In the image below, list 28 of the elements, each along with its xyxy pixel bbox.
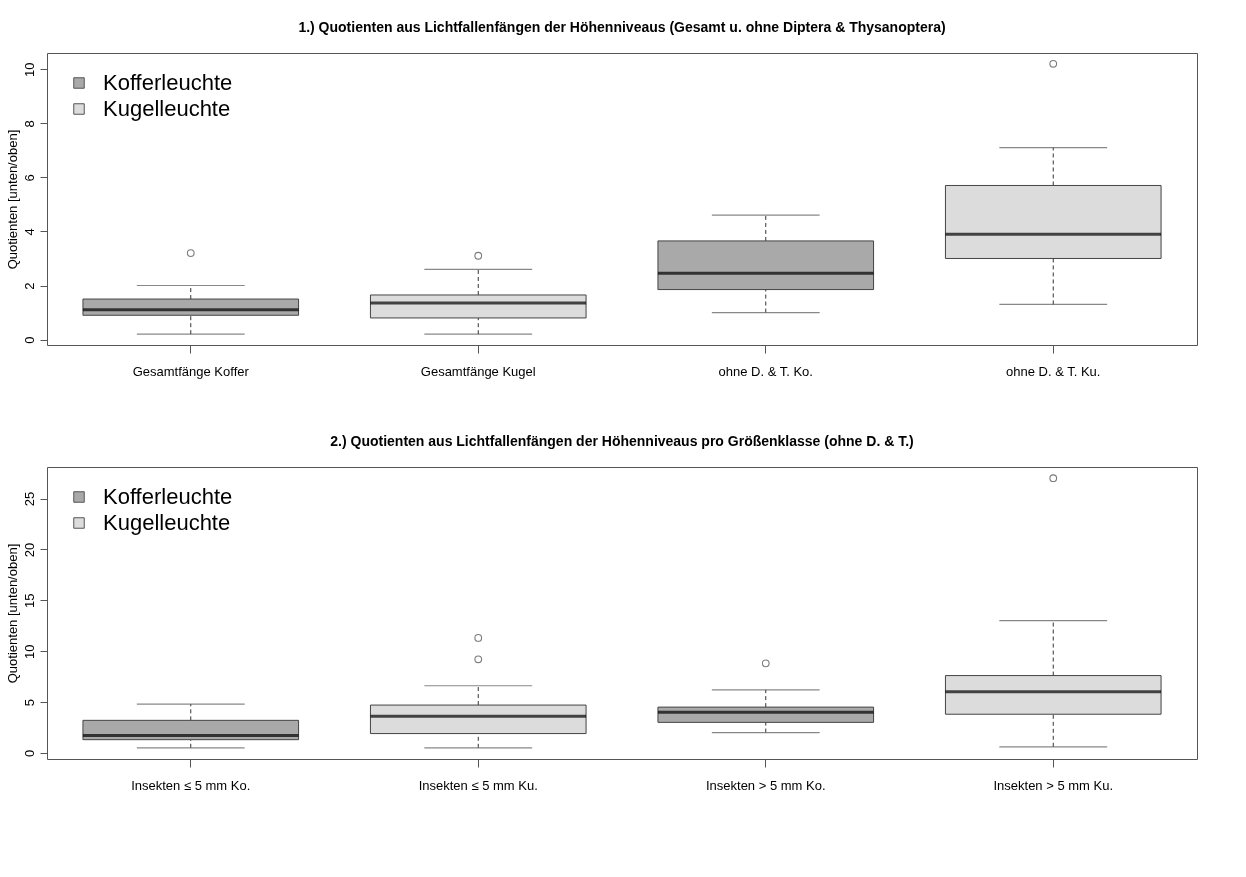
y-tick-label: 10 — [21, 62, 37, 77]
legend-label: Kugelleuchte — [103, 96, 231, 121]
y-tick-label: 0 — [21, 336, 37, 344]
y-tick-label: 10 — [21, 644, 37, 659]
y-axis-title: Quotienten [unten/oben] — [4, 543, 20, 684]
y-tick-label: 5 — [21, 698, 37, 707]
x-tick-label: Gesamtfänge Kugel — [420, 363, 536, 379]
chart-title: 1.) Quotienten aus Lichtfallenfängen der Höhenniveaus (Gesamt u. ohne Diptera & Thysanoptera) — [298, 19, 946, 35]
x-tick-label: Gesamtfänge Koffer — [132, 363, 250, 379]
x-tick-label: Insekten ≤ 5 mm Ko. — [131, 777, 251, 793]
legend-label: Kofferleuchte — [103, 70, 233, 95]
y-tick-label: 6 — [21, 174, 37, 182]
y-tick-label: 25 — [21, 491, 37, 507]
x-tick-label: Insekten > 5 mm Ku. — [993, 777, 1114, 793]
legend-label: Kugelleuchte — [103, 510, 231, 535]
y-tick-label: 0 — [21, 749, 37, 758]
y-tick-label: 8 — [21, 120, 37, 128]
x-tick-label: ohne D. & T. Ko. — [718, 363, 813, 379]
y-tick-label: 20 — [21, 542, 37, 558]
y-tick-label: 4 — [21, 228, 37, 236]
x-tick-label: Insekten ≤ 5 mm Ku. — [418, 777, 538, 793]
y-tick-label: 15 — [21, 593, 37, 609]
chart-title: 2.) Quotienten aus Lichtfallenfängen der Höhenniveaus pro Größenklasse (ohne D. & T.) — [330, 433, 914, 449]
y-tick-label: 2 — [21, 282, 37, 290]
legend-label: Kofferleuchte — [103, 484, 233, 509]
x-tick-label: Insekten > 5 mm Ko. — [705, 777, 826, 793]
y-axis-title: Quotienten [unten/oben] — [4, 129, 20, 270]
x-tick-label: ohne D. & T. Ku. — [1006, 363, 1101, 379]
